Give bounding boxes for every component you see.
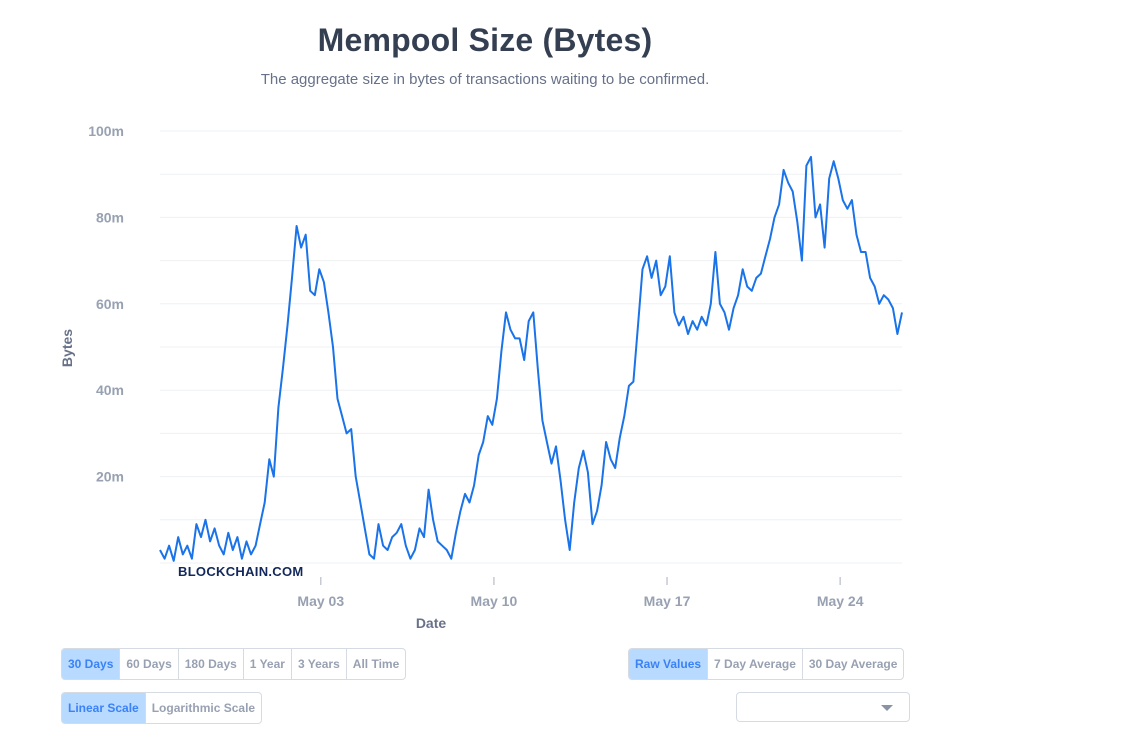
y-tick-label: 40m xyxy=(96,382,124,398)
scale-linear-scale-button[interactable]: Linear Scale xyxy=(62,693,146,723)
y-tick-label: 20m xyxy=(96,469,124,485)
x-tick-label: May 17 xyxy=(644,593,691,609)
timespan-selector: 30 Days 60 Days 180 Days 1 Year 3 Years All T… xyxy=(61,648,407,680)
blockchain-watermark: BLOCKCHAIN.COM xyxy=(178,564,304,579)
page-title: Mempool Size (Bytes) xyxy=(317,22,653,58)
x-tick-label: May 24 xyxy=(817,593,864,609)
average-selector: Raw Values 7 Day Average 30 Day Average xyxy=(628,648,905,680)
x-axis-ticks: May 03 May 10 May 17 May 24 xyxy=(297,577,864,609)
y-axis-label: Bytes xyxy=(59,329,75,367)
timespan-30-days-button[interactable]: 30 Days xyxy=(62,649,121,679)
page-subtitle: The aggregate size in bytes of transacti… xyxy=(260,71,710,88)
average-30-day-average-button[interactable]: 30 Day Average xyxy=(808,657,898,671)
x-tick-label: May 10 xyxy=(471,593,518,609)
timespan-all-time-button[interactable]: All Time xyxy=(352,657,400,671)
timespan-3-years-button[interactable]: 3 Years xyxy=(292,649,347,679)
timespan-180-days-button[interactable]: 180 Days xyxy=(179,649,244,679)
y-tick-label: 100m xyxy=(88,123,124,139)
x-axis-label: Date xyxy=(416,615,447,631)
export-dropdown[interactable] xyxy=(736,692,910,722)
data-line xyxy=(159,155,903,562)
grid-lines xyxy=(160,130,902,564)
average-raw-values-button[interactable]: Raw Values xyxy=(629,649,709,679)
scale-selector: Linear Scale Logarithmic Scale xyxy=(61,692,263,724)
y-axis-ticks: 20m 40m 60m 80m 100m xyxy=(88,123,124,485)
scale-logarithmic-scale-button[interactable]: Logarithmic Scale xyxy=(151,701,256,715)
chevron-down-icon xyxy=(881,705,893,711)
y-tick-label: 60m xyxy=(96,296,124,312)
timespan-1-year-button[interactable]: 1 Year xyxy=(244,649,292,679)
x-tick-label: May 03 xyxy=(297,593,344,609)
timespan-60-days-button[interactable]: 60 Days xyxy=(120,649,179,679)
y-tick-label: 80m xyxy=(96,209,124,225)
mempool-line-chart[interactable]: 20m 40m 60m 80m 100m Bytes BLOCKCHAIN.COM Ma… xyxy=(0,0,1131,640)
average-7-day-average-button[interactable]: 7 Day Average xyxy=(708,649,803,679)
